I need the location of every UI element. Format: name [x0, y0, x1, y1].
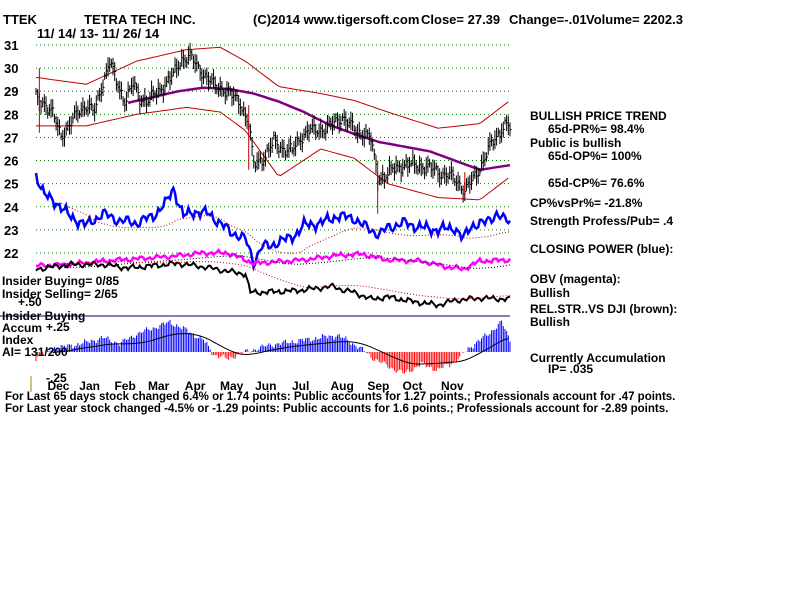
month-label: Feb: [114, 379, 135, 393]
obv-label: OBV (magenta):: [530, 272, 621, 286]
y-tick-label: 24: [4, 200, 19, 215]
cp-vs-pr: CP%vsPr%= -21.8%: [530, 196, 643, 210]
level-plus50: +.50: [18, 295, 42, 309]
month-label: Jul: [292, 379, 309, 393]
month-label: Sep: [367, 379, 389, 393]
strength-ratio: Strength Profess/Pub= .4: [530, 214, 674, 228]
y-tick-label: 30: [4, 61, 18, 76]
op-pct: 65d-OP%= 100%: [548, 149, 642, 163]
y-tick-label: 22: [4, 246, 18, 261]
obv-status: Bullish: [530, 286, 571, 300]
obv-ma-line: [61, 255, 511, 269]
moving-average-line: [127, 86, 511, 172]
change-value: Change=-.01: [509, 12, 587, 27]
relative-strength-line: [35, 259, 511, 309]
accum-label: Accum: [2, 321, 43, 335]
footer-65-days: For Last 65 days stock changed 6.4% or 1…: [5, 391, 676, 403]
closing-power-ma-line: [60, 202, 511, 254]
insider-buying-pct: Insider Buying= 0/85: [2, 274, 120, 288]
y-tick-label: 23: [4, 223, 18, 238]
public-status: Public is bullish: [530, 136, 622, 150]
insider-buying-label: Insider Buying: [2, 309, 86, 323]
relstr-label: REL.STR..VS DJI (brown):: [530, 302, 678, 316]
closing-power-label: CLOSING POWER (blue):: [530, 242, 674, 256]
ip-value: IP= .035: [548, 362, 594, 376]
month-label: Apr: [185, 379, 206, 393]
accumulation-index-bars: [35, 319, 511, 374]
index-label: Index: [2, 333, 34, 347]
month-label: May: [220, 379, 244, 393]
insider-selling-pct: Insider Selling= 2/65: [2, 287, 118, 301]
ticker-symbol: TTEK: [3, 12, 37, 27]
close-value: Close= 27.39: [421, 12, 501, 27]
price-gridlines: [36, 44, 510, 254]
month-label: Jan: [79, 379, 100, 393]
y-tick-label: 27: [4, 130, 18, 145]
trend-label: BULLISH PRICE TREND: [530, 109, 667, 123]
ai-value: AI= 131/200: [2, 345, 68, 359]
level-plus25: +.25: [46, 320, 70, 334]
month-label: Jun: [255, 379, 276, 393]
cp-pct: 65d-CP%= 76.6%: [548, 176, 645, 190]
accumulation-status: Currently Accumulation: [530, 351, 666, 365]
y-tick-label: 26: [4, 154, 18, 169]
y-tick-label: 31: [4, 38, 18, 53]
price-axis-labels: 31 30 29 28 27 26 25 24 23 22: [4, 38, 19, 261]
month-label: Nov: [441, 379, 464, 393]
y-tick-label: 25: [4, 177, 18, 192]
upper-band-line: [35, 46, 509, 129]
month-label: Dec: [47, 379, 69, 393]
company-name: TETRA TECH INC.: [84, 12, 196, 27]
y-tick-label: 29: [4, 84, 18, 99]
price-bars: [35, 42, 512, 214]
accumulation-ma-line: [52, 333, 509, 365]
month-label: Aug: [331, 379, 354, 393]
month-label: Mar: [148, 379, 170, 393]
obv-line: [35, 248, 512, 272]
month-label: Oct: [403, 379, 423, 393]
footer-last-year: For Last year stock changed -4.5% or -1.…: [5, 403, 669, 415]
relstr-status: Bullish: [530, 315, 571, 329]
pr-pct: 65d-PR%= 98.4%: [548, 122, 645, 136]
lower-band-line: [36, 106, 509, 201]
closing-power-line: [34, 172, 512, 272]
level-minus25: -.25: [46, 371, 67, 385]
date-range: 11/ 14/ 13- 11/ 26/ 14: [37, 26, 160, 41]
y-tick-label: 28: [4, 107, 18, 122]
copyright: (C)2014 www.tigersoft.com: [253, 12, 420, 27]
month-axis-labels: Dec Jan Feb Mar Apr May Jun Jul Aug Sep Oct Nov: [47, 379, 464, 393]
volume-value: Volume= 2202.3: [586, 12, 683, 27]
